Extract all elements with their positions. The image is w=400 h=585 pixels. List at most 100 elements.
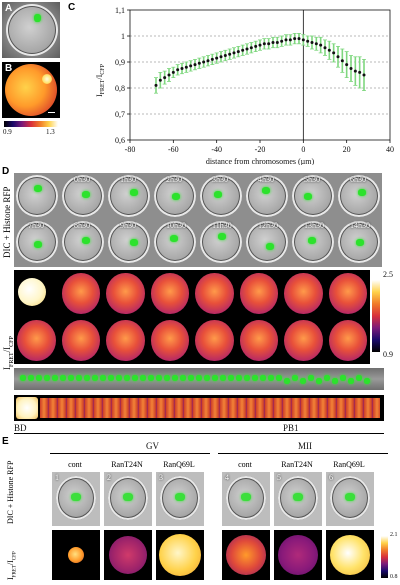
kymo-divider [14,433,384,434]
data-point [340,59,344,63]
data-point [345,63,349,67]
condition-fret-oocyte [226,535,266,575]
chromosomes [82,237,90,244]
timelapse-oocyte [338,175,380,217]
kymo-chromosome [44,375,50,381]
panel-d-side-label-fret: IFRET/ICFP [2,336,15,370]
data-point [323,46,327,50]
kymo-chromosome [36,375,42,381]
chromosomes [358,189,366,196]
fret-ratio-oocyte [195,273,234,314]
data-point [171,70,175,74]
time-label: 14h30 [350,221,370,230]
panel-e-colorbar-min: 0.8 [390,574,398,580]
data-point [262,42,266,46]
time-label: 10h30 [166,221,186,230]
chromosomes [175,493,185,501]
panel-d-colorbar-max: 2.5 [383,270,393,279]
kymo-chromosome [100,375,106,381]
fret-ratio-oocyte [328,273,367,314]
e-fret-label-slash: /I [6,560,15,566]
panel-label-c: C [68,2,76,13]
time-label: 12h30 [258,221,278,230]
panel-e-colorbar [381,536,388,578]
panel-b-colorbar-min: 0.9 [3,128,12,136]
y-tick-label: 0,8 [115,84,125,93]
data-point [154,83,158,87]
scale-bar [48,112,55,113]
kymo-chromosome [340,375,346,381]
time-label: 5h30 [304,175,320,184]
timelapse-oocyte [108,175,150,217]
kymo-chromosome [68,375,74,381]
data-point [228,52,232,56]
fret-ratio-oocyte [61,273,100,314]
time-label: 0h30 [74,175,90,184]
condition-fret-oocyte [159,534,201,576]
chromosomes [172,193,180,200]
y-axis-label: IFRET/ICFP [95,63,106,97]
chromosomes [218,233,226,240]
e-fret-label-sub1: FRET [12,565,18,578]
kymo-chromosome [348,378,354,384]
condition-number: 2 [107,473,111,482]
x-tick-label: -40 [211,145,222,154]
condition-label: RanT24N [111,460,143,469]
data-point [275,41,279,44]
kymo-chromosome [20,375,26,381]
fret-ratio-oocyte [284,273,323,314]
chromosomes [304,193,312,200]
kymo-chromosome [300,378,306,384]
timelapse-oocyte [108,221,150,263]
panel-d-side-label-dic: DIC + Histone RFP [2,186,12,258]
chromosomes [293,493,303,501]
chromosomes [262,187,270,194]
condition-label: RanQ69L [333,460,365,469]
group-mii-label: MII [298,441,312,451]
fret-ratio-oocyte [106,273,145,314]
panel-d-dic-timelapse: 0h30 1h30 2h30 3h30 4h30 5h30 6h30 7h30 8h30 9h30… [14,173,382,267]
kymo-chromosome [212,375,218,381]
chromosomes [345,493,355,501]
y-tick-label: 0,6 [115,136,125,145]
x-tick-label: -20 [255,145,266,154]
kymo-chromosome [84,375,90,381]
fret-ratio-oocyte [195,320,234,361]
data-point [258,43,262,47]
panel-b-colorbar-max: 1.3 [46,128,55,136]
y-axis-label-sub: FRET [100,79,106,94]
oocyte [6,4,58,56]
condition-label: RanQ69L [163,460,195,469]
e-fret-label-i: I [6,577,15,580]
data-point [206,59,210,63]
kymo-chromosome [28,375,34,381]
time-label: 6h30 [350,175,366,184]
data-point [336,55,340,59]
timelapse-oocyte [200,221,242,263]
time-label: 11h30 [212,221,232,230]
data-point [158,78,162,82]
condition-fret-oocyte [330,535,370,575]
chromosomes [130,239,138,246]
chromosomes [170,235,178,242]
data-point [223,54,227,57]
data-point [288,38,292,42]
fret-label-slash: /I [2,346,12,353]
panel-b-colorbar [4,121,58,127]
x-axis-label: distance from chromosomes (µm) [206,157,315,165]
panel-e-side-label-fret: IFRET/ICFP [6,551,18,580]
data-point [202,60,206,64]
data-point [193,63,197,67]
kymo-chromosome [108,375,114,381]
y-tick-label: 0,7 [115,110,125,119]
panel-label-a: A [5,3,13,14]
chromosomes [34,14,41,22]
data-point [332,51,336,55]
data-point [362,73,366,77]
data-point [293,37,297,41]
fret-ratio-oocyte [61,320,100,361]
panel-d-fret-timelapse [14,270,370,364]
kymo-chromosome [284,378,290,384]
data-point [236,50,240,54]
kymo-chromosome [332,378,338,384]
